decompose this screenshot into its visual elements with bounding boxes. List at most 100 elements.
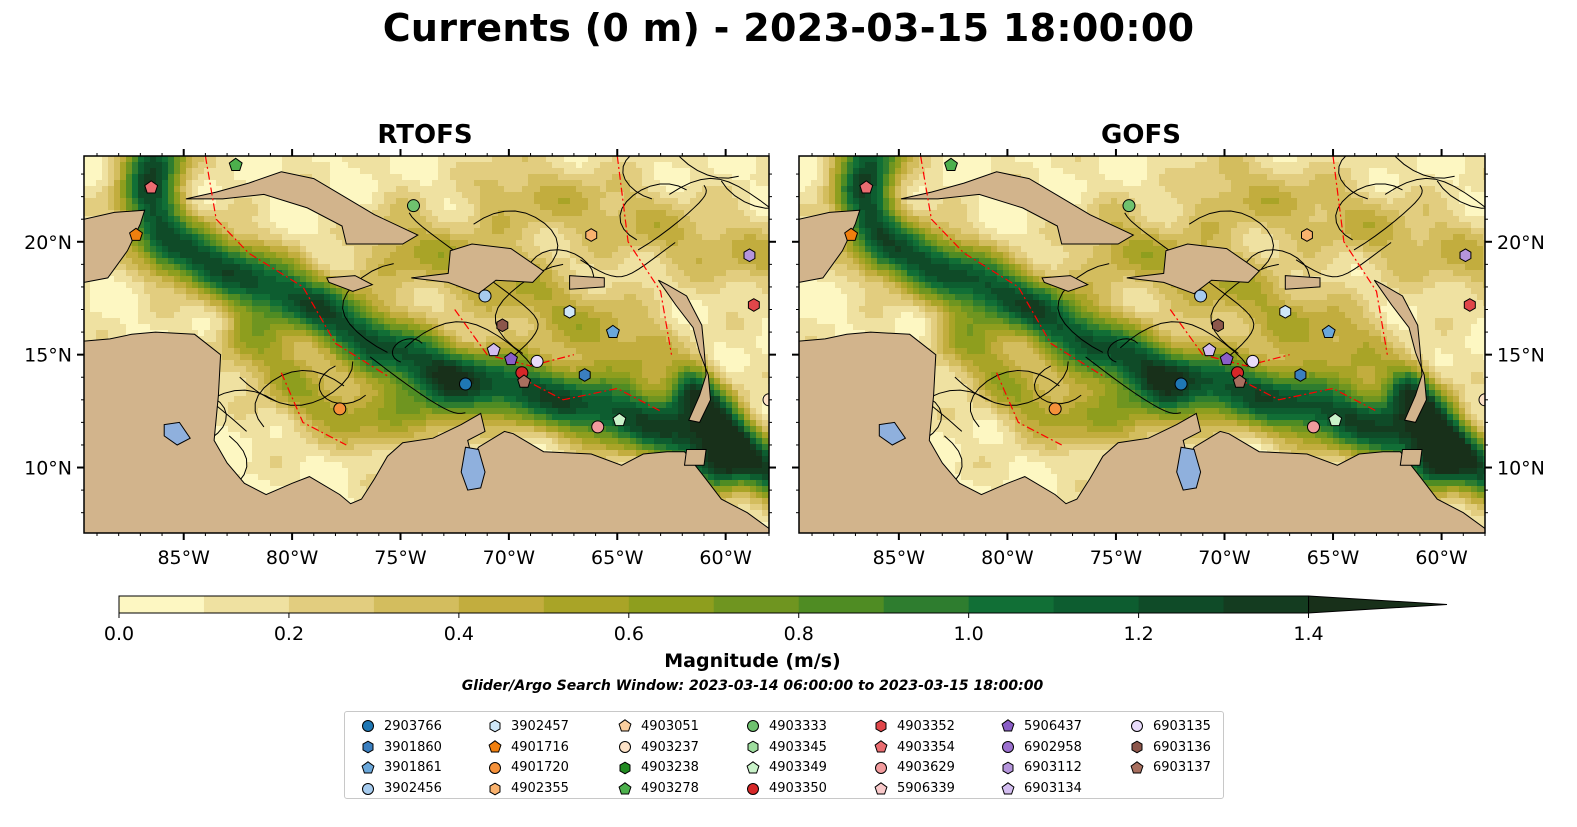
lon-tick-label: 75°W [374,547,427,569]
float-marker-6903136 [496,318,509,333]
float-marker-6903136 [1212,318,1224,333]
legend-marker [489,782,501,796]
legend-item: 4901720 [488,758,569,779]
legend-marker [1002,761,1014,775]
colorbar-tick-label: 1.4 [1293,623,1323,645]
legend-item: 4901716 [488,737,569,758]
legend-label: 4902355 [511,781,569,797]
lon-tick-label: 70°W [1198,547,1251,569]
float-marker-4903629 [591,420,605,434]
eez-boundaries [920,156,1388,446]
legend-marker [362,782,374,795]
legend-label: 3901860 [384,739,442,755]
legend-label: 6903137 [1153,760,1211,776]
legend-item: 6903134 [1001,778,1082,799]
circle-marker-icon [1002,741,1014,754]
pentagon-marker-icon [1001,719,1015,732]
lon-tick-label: 85°W [873,547,926,569]
colorbar-bin [373,596,460,613]
search-window-text: Glider/Argo Search Window: 2023-03-14 06… [461,678,1044,694]
float-marker-6903137 [517,374,531,388]
lake [1176,446,1202,491]
float-marker-4903349 [612,412,627,427]
colorbar-bin [458,596,545,613]
circle-marker-icon [362,720,374,733]
float-marker-6903135 [530,354,544,368]
lake [878,421,907,446]
float-marker-4903333 [1122,199,1136,213]
float-marker-4903333 [406,199,420,213]
float-marker-4901720 [333,402,347,416]
legend-item: 4903345 [746,737,827,758]
map-frame [798,155,1486,534]
float-marker-3902457 [1279,304,1292,319]
float-marker-3901860 [578,368,591,382]
legend-marker [488,740,502,753]
legend-item: 4903237 [618,737,699,758]
legend-marker [747,720,759,733]
float-marker-4902355 [585,228,598,242]
colorbar-tick-label: 1.2 [1123,623,1153,645]
float-marker-4903278 [228,157,243,171]
legend-marker [1001,781,1015,795]
legend-marker [489,720,501,733]
float-marker-6903112 [1459,248,1472,263]
float-marker-6903134 [1202,342,1217,357]
legend-item: 6903136 [1130,737,1211,758]
legend-label: 6903135 [1153,718,1211,734]
legend-marker [1131,720,1143,733]
legend-item: 4902355 [488,778,569,799]
colorbar-bin [1223,596,1310,613]
legend-label: 4903278 [641,781,699,797]
figure-title: Currents (0 m) - 2023-03-15 18:00:00 [382,6,1195,50]
hexagon-marker-icon [747,740,759,754]
legend-item: 4903349 [746,758,827,779]
float-marker-4902355 [1301,228,1313,242]
legend-label: 4903352 [897,718,955,734]
float-markers [129,157,769,434]
lon-tick-label: 80°W [266,547,319,569]
pentagon-marker-icon [746,761,760,774]
legend-label: 4903354 [897,739,955,755]
colorbar-bin [798,596,885,613]
legend-marker [618,781,632,795]
legend-marker [747,740,759,754]
legend-label: 3901861 [384,760,442,776]
float-marker-4903237 [762,393,769,407]
lat-tick-label: 20°N [1497,232,1545,254]
legend-item: 6903137 [1130,758,1211,779]
legend-label: 2903766 [384,718,442,734]
legend-label: 4903629 [897,760,955,776]
legend-marker [875,720,887,733]
colorbar: 0.0 0.2 0.4 0.6 0.8 1.0 1.2 1.4 [104,595,1448,645]
lat-tick-label: 10°N [1497,458,1545,480]
legend-label: 3902457 [511,718,569,734]
legend-label: 6903134 [1024,781,1082,797]
legend-label: 4903350 [769,781,827,797]
colorbar-tick-label: 1.0 [954,623,984,645]
lat-tick-label: 20°N [24,232,72,254]
float-marker-4903278 [944,157,958,171]
float-marker-3901861 [1321,324,1336,338]
legend-label: 4903237 [641,739,699,755]
eez-boundaries [204,156,673,446]
legend-item: 3901861 [361,758,442,779]
float-marker-4903352 [1463,298,1476,312]
legend-label: 4903238 [641,760,699,776]
pentagon-marker-icon [874,740,888,753]
legend-marker [747,782,759,795]
colorbar-extend-arrow [1308,595,1448,614]
float-marker-3901861 [605,324,620,338]
float-marker-3902457 [563,304,576,319]
legend-marker [746,761,760,774]
legend-item: 4903051 [618,716,699,737]
legend-marker [1130,761,1144,774]
colorbar-bin [883,596,970,613]
circle-marker-icon [489,761,501,774]
legend-item: 4903352 [874,716,955,737]
legend-marker [1131,740,1143,754]
colorbar-tick-label: 0.4 [444,623,474,645]
pentagon-marker-icon [618,719,632,732]
colorbar-bin [543,596,630,613]
colorbar-bin [713,596,800,613]
